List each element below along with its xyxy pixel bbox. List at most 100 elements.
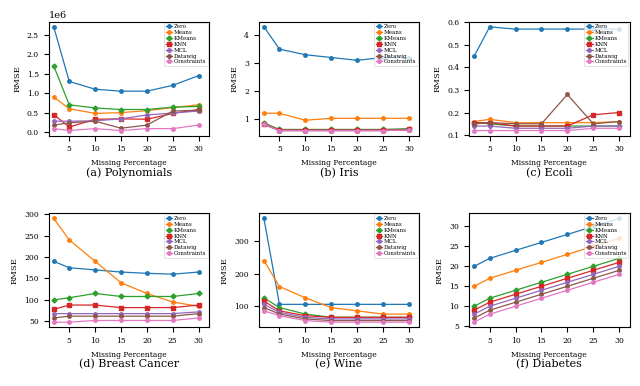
Datawig	[379, 128, 387, 133]
Zero	[538, 27, 545, 31]
Legend: Zero, Means, KMeans, KNN, MCL, Datawig, Constraints: Zero, Means, KMeans, KNN, MCL, Datawig, …	[374, 23, 418, 66]
Line: KMeans: KMeans	[52, 292, 200, 301]
Datawig	[169, 314, 177, 318]
Means	[276, 111, 284, 115]
Line: Means: Means	[472, 118, 621, 124]
Line: KMeans: KMeans	[472, 121, 621, 128]
Constraints	[50, 126, 58, 131]
Zero	[92, 87, 99, 91]
Zero	[276, 47, 284, 51]
KMeans	[301, 127, 309, 132]
Datawig	[50, 316, 58, 320]
Means	[143, 108, 151, 113]
KMeans	[353, 127, 361, 132]
MCL	[353, 317, 361, 321]
Means	[564, 252, 572, 257]
Datawig	[353, 128, 361, 133]
KMeans	[260, 296, 268, 300]
Constraints	[589, 126, 597, 130]
Text: (d) Breast Cancer: (d) Breast Cancer	[79, 359, 179, 370]
Zero	[92, 267, 99, 272]
Datawig	[486, 120, 493, 125]
KNN	[65, 125, 73, 129]
KNN	[564, 276, 572, 281]
Datawig	[260, 305, 268, 310]
KNN	[143, 117, 151, 122]
MCL	[589, 124, 597, 129]
KMeans	[65, 295, 73, 300]
Y-axis label: RMSE: RMSE	[13, 65, 21, 92]
Zero	[470, 54, 478, 58]
X-axis label: Missing Percentage: Missing Percentage	[511, 159, 587, 167]
Means	[301, 296, 309, 300]
KNN	[486, 300, 493, 305]
KNN	[276, 128, 284, 132]
KNN	[92, 117, 99, 122]
KNN	[538, 124, 545, 129]
Line: KMeans: KMeans	[52, 64, 200, 111]
MCL	[117, 311, 125, 316]
Legend: Zero, Means, KMeans, KNN, MCL, Datawig, Constraints: Zero, Means, KMeans, KNN, MCL, Datawig, …	[584, 23, 628, 66]
Datawig	[143, 314, 151, 318]
MCL	[117, 117, 125, 121]
KNN	[328, 315, 335, 320]
X-axis label: Missing Percentage: Missing Percentage	[511, 350, 587, 359]
KMeans	[260, 121, 268, 125]
KNN	[65, 303, 73, 307]
Datawig	[564, 92, 572, 97]
KNN	[615, 110, 623, 115]
Line: MCL: MCL	[262, 123, 411, 132]
Means	[564, 120, 572, 125]
Constraints	[538, 128, 545, 133]
Datawig	[405, 318, 413, 323]
Y-axis label: RMSE: RMSE	[230, 65, 239, 92]
Means	[538, 260, 545, 265]
Datawig	[65, 314, 73, 318]
Zero	[301, 302, 309, 306]
Zero	[486, 256, 493, 261]
KMeans	[276, 305, 284, 310]
Means	[379, 116, 387, 120]
KNN	[301, 313, 309, 318]
Line: Constraints: Constraints	[52, 124, 200, 132]
Datawig	[328, 128, 335, 133]
MCL	[615, 264, 623, 269]
MCL	[169, 311, 177, 316]
KMeans	[353, 315, 361, 320]
KNN	[379, 315, 387, 320]
KNN	[589, 268, 597, 273]
Constraints	[353, 128, 361, 133]
MCL	[379, 128, 387, 133]
KMeans	[65, 103, 73, 107]
Constraints	[379, 320, 387, 325]
KNN	[379, 128, 387, 132]
KNN	[195, 303, 202, 307]
Line: MCL: MCL	[262, 303, 411, 321]
KMeans	[169, 105, 177, 110]
Constraints	[538, 296, 545, 301]
MCL	[379, 317, 387, 321]
Constraints	[615, 272, 623, 277]
Zero	[50, 259, 58, 264]
Datawig	[65, 120, 73, 125]
Means	[65, 237, 73, 242]
KMeans	[564, 272, 572, 277]
KNN	[50, 307, 58, 312]
KNN	[353, 128, 361, 132]
Means	[512, 120, 520, 125]
MCL	[143, 113, 151, 117]
Zero	[564, 27, 572, 31]
Datawig	[589, 276, 597, 281]
Constraints	[379, 128, 387, 133]
Zero	[470, 264, 478, 269]
MCL	[301, 315, 309, 320]
Constraints	[328, 320, 335, 325]
Zero	[65, 266, 73, 270]
KMeans	[589, 264, 597, 269]
Datawig	[470, 316, 478, 320]
MCL	[92, 119, 99, 123]
KMeans	[169, 294, 177, 299]
Zero	[117, 89, 125, 93]
Zero	[486, 25, 493, 29]
KMeans	[615, 124, 623, 129]
